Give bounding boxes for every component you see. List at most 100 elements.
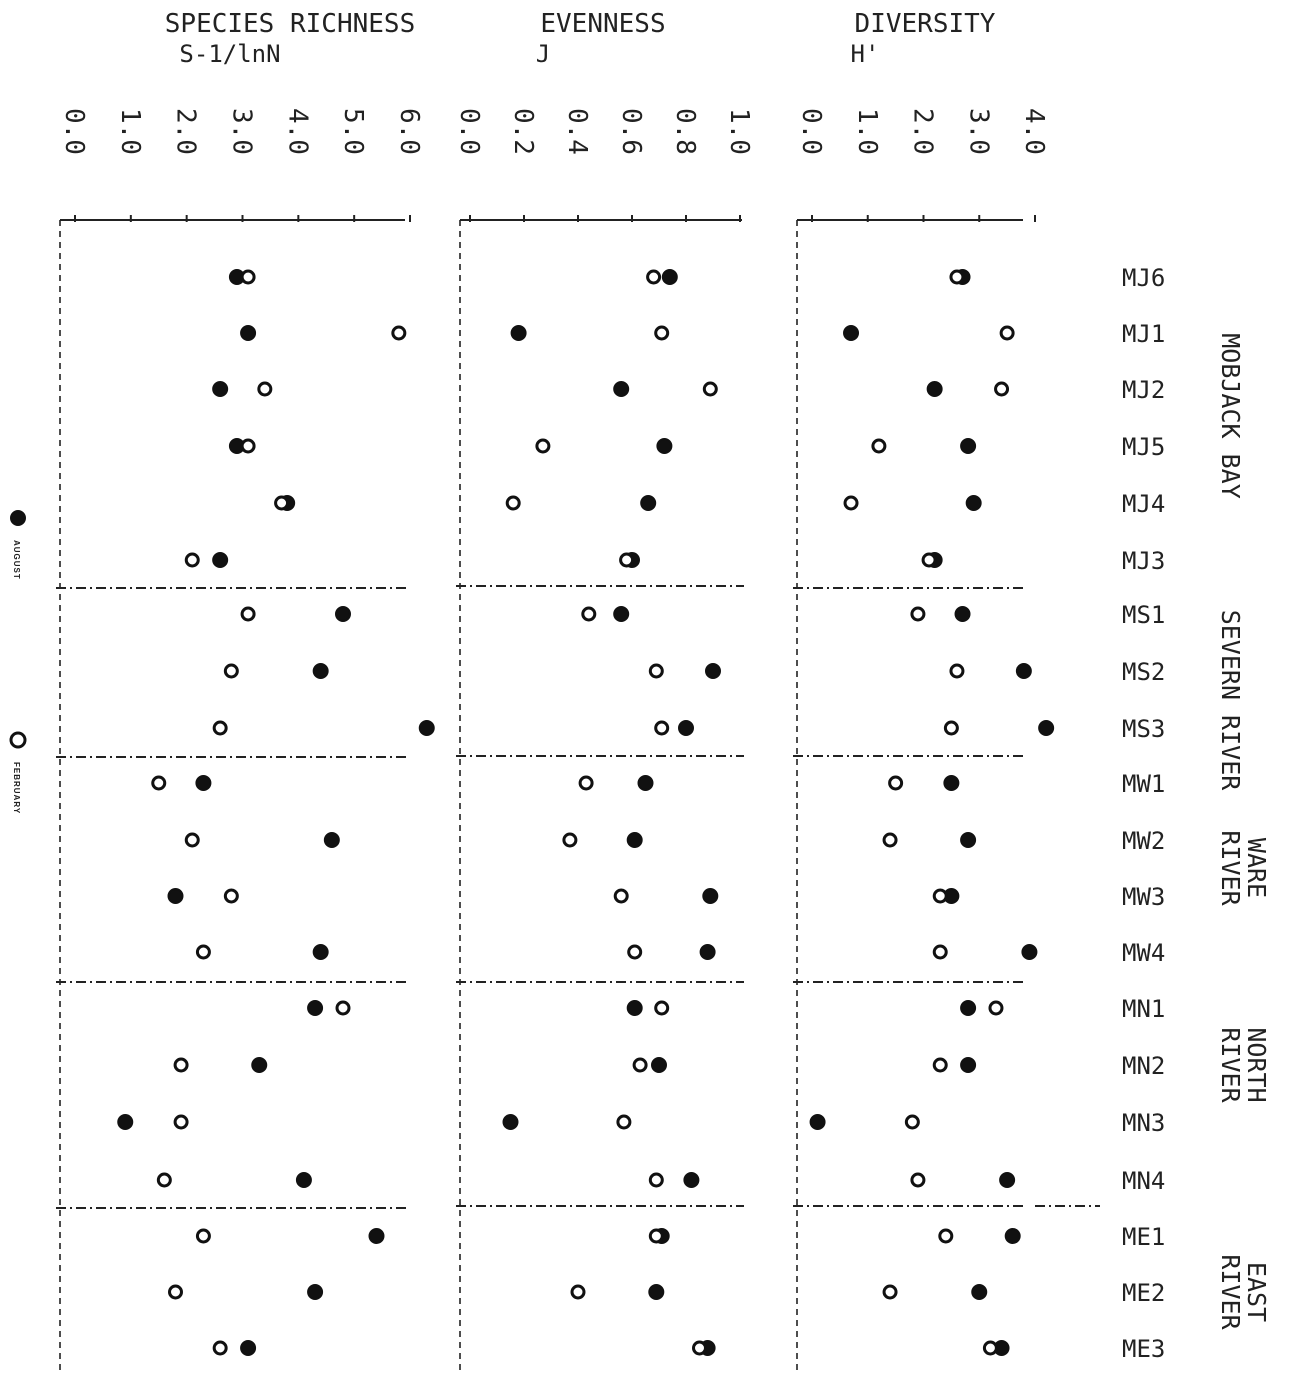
evenness-tick-label: 0.6	[616, 108, 646, 155]
data-points	[117, 269, 1055, 1356]
diversity-august-point-mn4	[999, 1172, 1016, 1188]
site-label: MS2	[1122, 658, 1165, 686]
richness-tick-label: 0.0	[59, 108, 89, 155]
evenness-february-point-mw2	[562, 832, 578, 848]
evenness-august-point-mj2	[613, 381, 630, 397]
richness-august-point-ms2	[312, 663, 329, 679]
group-label: RIVER	[1216, 1027, 1245, 1103]
site-label: MN2	[1122, 1052, 1165, 1080]
diversity-february-point-mj3	[921, 552, 937, 568]
evenness-august-point-mj6	[661, 269, 678, 285]
richness-august-point-me2	[307, 1284, 324, 1300]
group-label: MOBJACK BAY	[1216, 333, 1245, 499]
diversity-august-point-me1	[1004, 1228, 1021, 1244]
group-label: NORTH	[1242, 1027, 1271, 1102]
evenness-february-point-mj6	[646, 269, 662, 285]
legend-label-august: AUGUST	[12, 540, 21, 580]
diversity-february-point-me2	[882, 1284, 898, 1300]
diversity-august-point-ms2	[1015, 663, 1032, 679]
richness-february-point-mj5	[240, 438, 256, 454]
diversity-august-point-mw4	[1021, 944, 1038, 960]
diversity-february-point-mn4	[910, 1172, 926, 1188]
evenness-february-point-mw3	[613, 888, 629, 904]
diversity-february-point-ms1	[910, 606, 926, 622]
richness-february-point-mn2	[173, 1057, 189, 1073]
richness-february-point-ms1	[240, 606, 256, 622]
richness-february-point-mn4	[156, 1172, 172, 1188]
richness-february-point-mn3	[173, 1114, 189, 1130]
diversity-february-point-mj6	[949, 269, 965, 285]
richness-august-point-mj2	[212, 381, 229, 397]
evenness-august-point-mw3	[702, 888, 719, 904]
richness-february-point-mw4	[195, 944, 211, 960]
site-label: MS3	[1122, 715, 1165, 743]
evenness-title: EVENNESS	[540, 9, 665, 39]
evenness-february-point-mn2	[632, 1057, 648, 1073]
evenness-february-point-mj3	[619, 552, 635, 568]
diversity-february-point-mn1	[988, 1000, 1004, 1016]
evenness-february-point-mj1	[654, 325, 670, 341]
richness-august-point-mj1	[240, 325, 257, 341]
diversity-february-point-mn2	[932, 1057, 948, 1073]
evenness-tick-label: 0.0	[454, 108, 484, 155]
diversity-august-point-me2	[971, 1284, 988, 1300]
evenness-august-point-mn4	[683, 1172, 700, 1188]
legend-marker-february	[9, 731, 27, 749]
site-label: MJ6	[1122, 264, 1165, 292]
group-label: EAST	[1242, 1262, 1271, 1322]
richness-august-point-mj3	[212, 552, 229, 568]
richness-february-point-mj4	[274, 495, 290, 511]
richness-august-point-mn4	[295, 1172, 312, 1188]
richness-august-point-mn1	[307, 1000, 324, 1016]
site-label: ME3	[1122, 1335, 1165, 1363]
diversity-august-point-ms3	[1038, 720, 1055, 736]
evenness-february-point-me1	[648, 1228, 664, 1244]
evenness-august-point-mw1	[637, 775, 654, 791]
diversity-august-point-mn3	[809, 1114, 826, 1130]
diversity-february-point-mj1	[999, 325, 1015, 341]
legend: AUGUST FEBRUARY	[9, 510, 27, 814]
evenness-august-point-ms1	[613, 606, 630, 622]
site-label: MN3	[1122, 1109, 1165, 1137]
richness-august-point-mn3	[117, 1114, 134, 1130]
evenness-february-point-mn4	[648, 1172, 664, 1188]
richness-february-point-mw3	[223, 888, 239, 904]
evenness-tick-label: 0.4	[562, 108, 592, 155]
diversity-february-point-mw2	[882, 832, 898, 848]
evenness-subtitle: J	[536, 40, 550, 68]
group-label: WARE	[1242, 838, 1271, 898]
site-label: MS1	[1122, 601, 1165, 629]
legend-label-february: FEBRUARY	[12, 762, 21, 814]
site-label: MJ5	[1122, 433, 1165, 461]
group-separators	[56, 585, 1100, 1209]
richness-august-point-mw1	[195, 775, 212, 791]
evenness-february-point-me2	[570, 1284, 586, 1300]
site-label: MJ1	[1122, 320, 1165, 348]
diversity-february-point-ms3	[943, 720, 959, 736]
group-label: RIVER	[1216, 1254, 1245, 1330]
diversity-february-point-mj2	[994, 381, 1010, 397]
richness-tick-label: 4.0	[282, 108, 312, 155]
richness-february-point-me2	[168, 1284, 183, 1300]
diversity-august-point-ms1	[954, 606, 971, 622]
axes	[59, 215, 1036, 1375]
diversity-tick-label: 1.0	[852, 108, 882, 155]
tick-labels: 0.0 1.0 2.0 3.0 4.0 5.0 6.0 0.0 0.2 0.4 0.6 0.8 1.0 0…	[59, 108, 1049, 155]
group-label: RIVER	[1216, 830, 1245, 906]
legend-marker-august	[10, 510, 26, 526]
diversity-february-point-me3	[982, 1340, 998, 1356]
evenness-february-point-mj5	[535, 438, 551, 454]
richness-august-point-me1	[368, 1228, 385, 1244]
evenness-august-point-mj1	[510, 325, 527, 341]
richness-title: SPECIES RICHNESS	[165, 9, 415, 39]
evenness-august-point-mn1	[626, 1000, 643, 1016]
richness-february-point-ms3	[212, 720, 228, 736]
site-label: MJ2	[1122, 376, 1165, 404]
richness-february-point-mj2	[257, 381, 273, 397]
site-labels: MJ6 MJ1 MJ2 MJ5 MJ4 MJ3 MS1 MS2 MS3 MW1 MW2 MW3 MW4 M…	[1122, 264, 1165, 1363]
diversity-subtitle: H'	[851, 40, 880, 68]
diversity-august-point-mn1	[960, 1000, 977, 1016]
diversity-february-point-ms2	[949, 663, 965, 679]
